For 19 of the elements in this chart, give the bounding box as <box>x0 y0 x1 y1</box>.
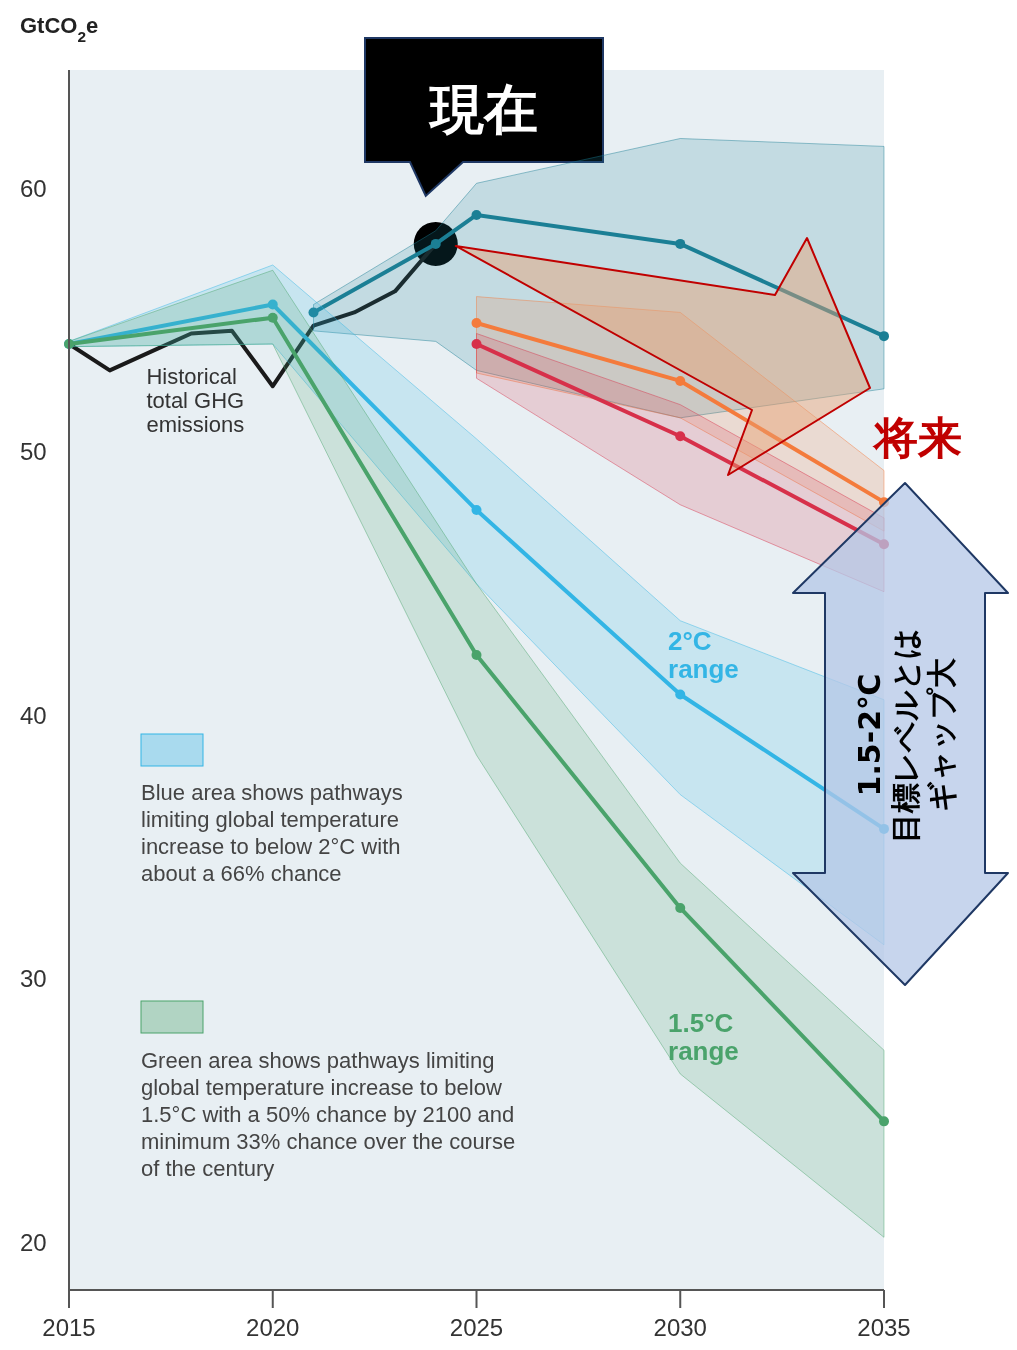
annotation: Blue area shows pathways limiting global temperature increase to below 2°C with about a 66% chance <box>141 780 403 886</box>
series-label: 2°C range <box>668 625 739 685</box>
annotation: 現在 <box>428 78 538 141</box>
annotation: Green area shows pathways limiting global temperature increase to below 1.5°C with a 50% chance by 2100 and minimum 33% chance over the course of the century <box>141 1048 516 1181</box>
y-tick-label: 50 <box>20 438 47 466</box>
x-tick-label: 2035 <box>857 1314 911 1341</box>
annotation: 1.5-2℃目標レベルとはギャップ大 <box>852 627 959 843</box>
series-label: 1.5°C range <box>668 1007 739 1067</box>
y-tick-label: 30 <box>20 965 47 993</box>
y-tick-label: 40 <box>20 701 47 729</box>
y-axis-title: GtCO$_{2}$e <box>20 13 99 45</box>
y-tick-label: 60 <box>20 174 47 202</box>
y-tick-label: 20 <box>20 1228 47 1256</box>
x-tick-label: 2020 <box>246 1314 300 1341</box>
series-label: Historical total GHG emissions <box>146 363 245 437</box>
annotation: 将来 <box>872 412 962 463</box>
x-tick-label: 2015 <box>42 1314 96 1341</box>
x-tick-label: 2030 <box>653 1314 707 1341</box>
x-tick-label: 2025 <box>449 1314 504 1341</box>
